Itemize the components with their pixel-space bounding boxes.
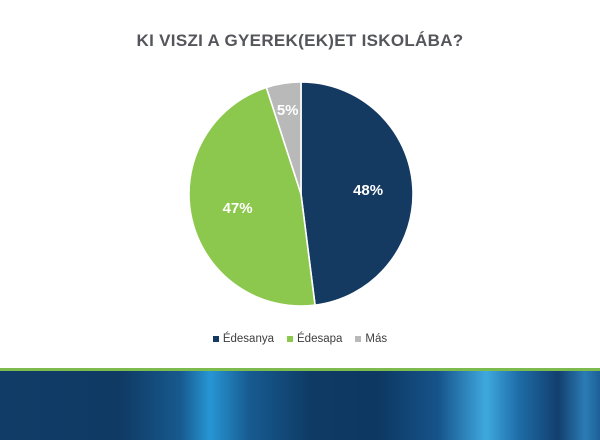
pie-slice-0: [300, 81, 414, 306]
chart-title: KI VISZI A GYEREK(EK)ET ISKOLÁBA?: [136, 31, 464, 50]
legend-label-1: Édesapa: [297, 333, 343, 345]
pie-data-label-1: 47%: [223, 200, 253, 217]
legend-marker-2: [355, 336, 362, 342]
legend-item-1: Édesapa: [287, 333, 342, 345]
pie-chart: 48% 47% 5%: [188, 81, 414, 307]
pie-slice-2: [265, 81, 302, 195]
legend-item-0: Édesanya: [212, 333, 274, 345]
pie-chart-area: 48% 47% 5%: [188, 81, 414, 307]
legend-item-2: Más: [355, 333, 387, 345]
pie-data-label-2: 5%: [277, 102, 299, 119]
legend-label-0: Édesanya: [222, 333, 274, 345]
pie-data-label-0: 48%: [353, 182, 383, 199]
footer-accent-line: [0, 368, 600, 371]
legend-marker-1: [287, 336, 293, 342]
footer-band: Energia egy jobb élethez. OMV: [0, 371, 600, 440]
chart-legend: Édesanya Édesapa Más: [0, 331, 600, 347]
legend-marker-0: [212, 336, 219, 342]
legend-label-2: Más: [365, 333, 388, 345]
